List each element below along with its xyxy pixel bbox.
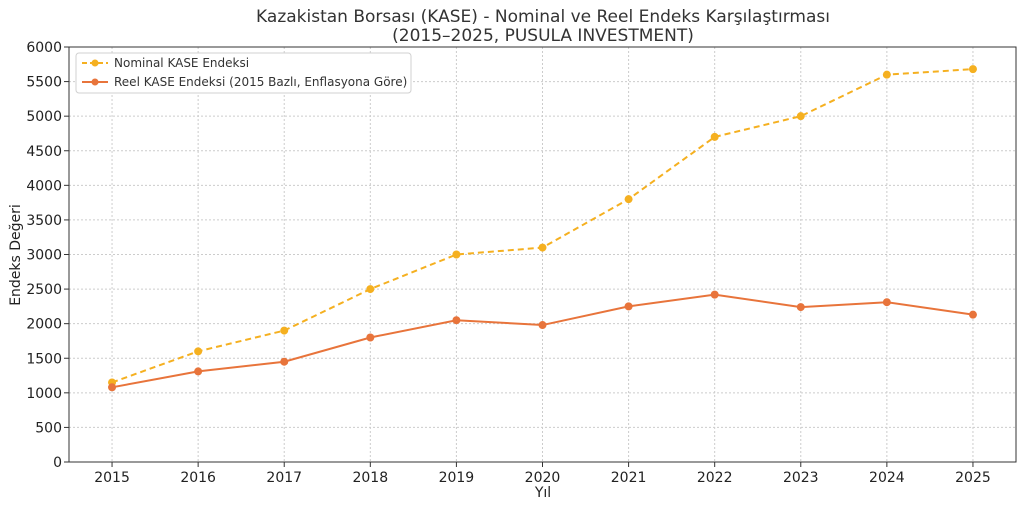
data-point-nominal: [194, 347, 203, 356]
y-tick-label: 5000: [26, 109, 62, 125]
data-point-real: [108, 383, 117, 392]
x-tick-label: 2016: [180, 470, 216, 486]
data-point-nominal: [452, 250, 461, 259]
y-tick-label: 3000: [26, 248, 62, 264]
x-tick-label: 2025: [955, 470, 991, 486]
legend-marker-nominal: [91, 59, 99, 67]
data-point-nominal: [968, 65, 977, 74]
data-point-real: [882, 298, 891, 307]
y-tick-label: 1500: [26, 351, 62, 367]
y-tick-label: 3500: [26, 213, 62, 229]
data-point-real: [194, 367, 203, 376]
y-tick-label: 0: [53, 455, 62, 471]
y-tick-label: 2500: [26, 282, 62, 298]
plot-frame: [68, 46, 1017, 463]
legend-frame: [75, 52, 412, 94]
data-point-real: [968, 310, 977, 319]
y-tick-label: 2000: [26, 317, 62, 333]
y-tick-label: 5500: [26, 75, 62, 91]
x-axis-label: Yıl: [534, 485, 551, 501]
x-tick-label: 2022: [697, 470, 733, 486]
data-point-nominal: [624, 195, 633, 204]
y-tick-label: 4000: [26, 178, 62, 194]
x-tick-label: 2015: [94, 470, 130, 486]
data-point-nominal: [280, 326, 289, 335]
legend-marker-real: [91, 78, 99, 86]
data-point-real: [280, 357, 289, 366]
x-tick-label: 2017: [266, 470, 302, 486]
data-point-real: [710, 290, 719, 299]
x-tick-label: 2018: [352, 470, 388, 486]
chart-title: Kazakistan Borsası (KASE) - Nominal ve R…: [256, 7, 830, 27]
legend-label-nominal: Nominal KASE Endeksi: [114, 56, 249, 70]
data-point-nominal: [796, 112, 805, 121]
data-point-real: [538, 321, 547, 330]
data-point-real: [796, 303, 805, 312]
grid: [69, 46, 1016, 463]
data-point-real: [452, 316, 461, 325]
data-point-nominal: [882, 70, 891, 79]
x-tick-label: 2020: [525, 470, 561, 486]
data-point-real: [624, 302, 633, 311]
axes: 0 500 1000 1500 2000 2500 3000 3500 4000 4500 5000…: [26, 40, 1017, 486]
data-point-real: [366, 333, 375, 342]
y-tick-label: 1000: [26, 386, 62, 402]
y-axis-label: Endeks Değeri: [8, 204, 24, 306]
y-tick-label: 500: [35, 420, 62, 436]
x-tick-label: 2023: [783, 470, 819, 486]
x-tick-label: 2024: [869, 470, 905, 486]
data-point-nominal: [366, 285, 375, 294]
series-layer: [108, 65, 977, 392]
data-point-nominal: [538, 243, 547, 252]
chart-subtitle: (2015–2025, PUSULA INVESTMENT): [392, 26, 694, 46]
data-point-nominal: [710, 132, 719, 141]
y-tick-label: 4500: [26, 144, 62, 160]
legend-label-real: Reel KASE Endeksi (2015 Bazlı, Enflasyon…: [114, 75, 407, 89]
x-tick-label: 2021: [611, 470, 647, 486]
legend: Nominal KASE Endeksi Reel KASE Endeksi (…: [75, 52, 412, 94]
y-tick-label: 6000: [26, 40, 62, 56]
x-tick-label: 2019: [439, 470, 475, 486]
